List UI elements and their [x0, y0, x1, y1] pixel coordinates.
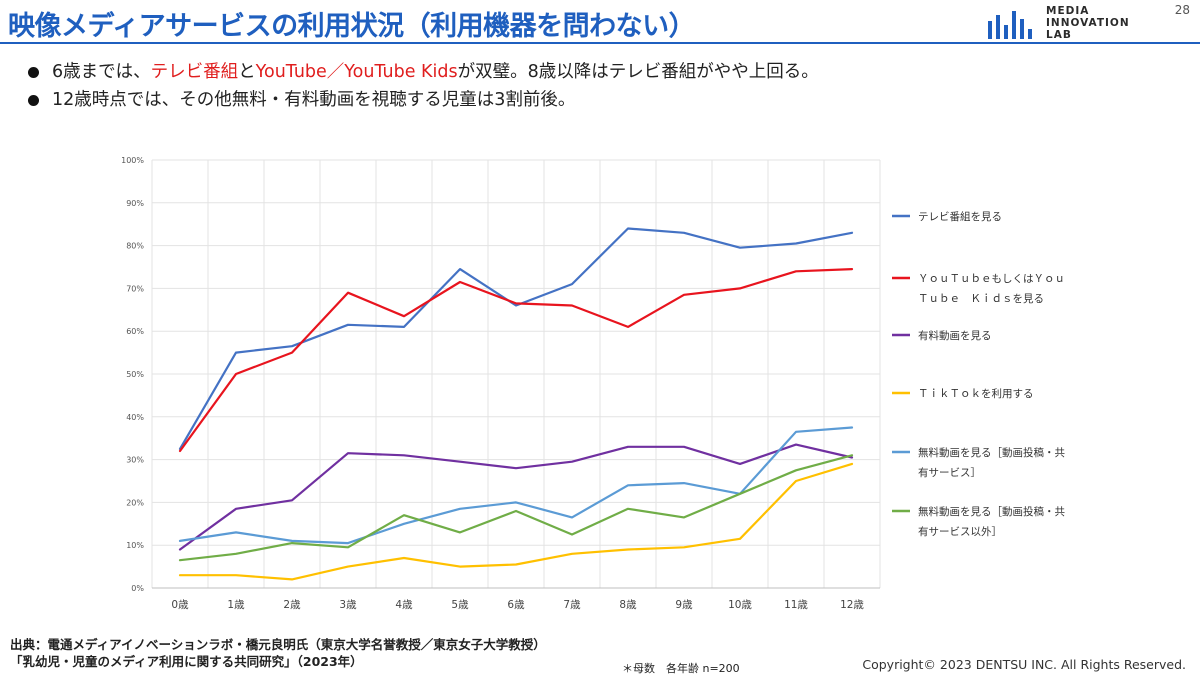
media-innovation-lab-logo: MEDIA INNOVATION LAB — [988, 3, 1148, 41]
y-tick-label: 70% — [126, 284, 144, 293]
y-tick-label: 30% — [126, 456, 144, 465]
bullet-text: と — [238, 62, 256, 82]
page-title: 映像メディアサービスの利用状況（利用機器を問わない） — [8, 11, 696, 42]
bullet-text: 6歳までは、 — [52, 62, 151, 82]
x-tick-label: 4歳 — [395, 599, 413, 611]
x-tick-label: 11歳 — [784, 599, 808, 611]
line-chart: 0% 10% 20% 30% 40% 50% 60% 70% 80% 90% 100% 0歳 1歳 2歳 3… — [112, 150, 1092, 620]
x-tick-label: 5歳 — [451, 599, 469, 611]
bullet-item: 6歳までは、テレビ番組とYouTube／YouTube Kidsが双璧。8歳以降… — [28, 58, 819, 86]
highlight-youtube: YouTube／YouTube Kids — [255, 62, 458, 82]
source-citation: 出典：電通メディアイノベーションラボ・橋元良明氏（東京大学名誉教授／東京女子大学… — [10, 636, 546, 670]
x-tick-label: 7歳 — [563, 599, 581, 611]
x-tick-label: 0歳 — [171, 599, 189, 611]
x-tick-label: 9歳 — [675, 599, 693, 611]
logo-line-lab: LAB — [1046, 29, 1072, 41]
legend-label: 有料動画を見る — [918, 329, 992, 342]
legend-label: Ｔｕｂｅ Ｋｉｄｓを見る — [918, 293, 1044, 305]
x-tick-label: 8歳 — [619, 599, 637, 611]
x-tick-label: 12歳 — [840, 599, 864, 611]
y-tick-label: 20% — [126, 498, 144, 507]
bullet-text: 12歳時点では、その他無料・有料動画を視聴する児童は3割前後。 — [52, 90, 576, 110]
series-line — [178, 462, 854, 581]
x-tick-label: 1歳 — [227, 599, 245, 611]
y-tick-label: 80% — [126, 242, 144, 251]
legend-label: 無料動画を見る［動画投稿・共 — [918, 505, 1065, 518]
series-line — [178, 227, 854, 450]
series-line — [178, 454, 854, 562]
logo-bars-icon — [988, 11, 1032, 39]
y-tick-label: 50% — [126, 370, 144, 379]
x-tick-label: 2歳 — [283, 599, 301, 611]
title-underline — [0, 42, 1200, 44]
logo-line-media: MEDIA — [1046, 5, 1090, 17]
source-line-2: 「乳幼児・児童のメディア利用に関する共同研究」（2023年） — [10, 654, 363, 669]
x-tick-label: 10歳 — [728, 599, 752, 611]
legend-label: ＹｏｕＴｕｂｅもしくはＹｏｕ — [918, 273, 1065, 285]
legend-label: テレビ番組を見る — [918, 210, 1002, 223]
highlight-tv: テレビ番組 — [150, 62, 239, 82]
bullet-item: 12歳時点では、その他無料・有料動画を視聴する児童は3割前後。 — [28, 86, 819, 114]
y-tick-label: 40% — [126, 413, 144, 422]
chart-svg: 0% 10% 20% 30% 40% 50% 60% 70% 80% 90% 100% 0歳 1歳 2歳 3… — [121, 156, 1065, 611]
legend-label: 無料動画を見る［動画投稿・共 — [918, 446, 1065, 459]
y-tick-label: 60% — [126, 327, 144, 336]
bullet-text: が双璧。8歳以降はテレビ番組がやや上回る。 — [457, 62, 819, 82]
y-tick-label: 10% — [126, 541, 144, 550]
x-tick-label: 3歳 — [339, 599, 357, 611]
x-tick-label: 6歳 — [507, 599, 525, 611]
source-line-1: 出典：電通メディアイノベーションラボ・橋元良明氏（東京大学名誉教授／東京女子大学… — [10, 637, 546, 652]
series-line — [178, 443, 854, 551]
y-tick-label: 100% — [121, 156, 144, 165]
summary-bullets: 6歳までは、テレビ番組とYouTube／YouTube Kidsが双璧。8歳以降… — [28, 58, 819, 114]
page-number: 28 — [1174, 3, 1190, 17]
y-tick-label: 0% — [131, 584, 144, 593]
legend-label: ＴｉｋＴｏｋを利用する — [918, 388, 1034, 400]
series-line — [178, 267, 854, 453]
sample-note: ＊母数 各年齢 n=200 — [622, 662, 740, 675]
copyright: Copyright© 2023 DENTSU INC. All Rights R… — [862, 657, 1186, 672]
legend-label: 有サービス］ — [918, 466, 981, 479]
logo-text: MEDIA INNOVATION LAB — [1046, 5, 1130, 41]
y-tick-label: 90% — [126, 199, 144, 208]
logo-line-innovation: INNOVATION — [1046, 17, 1130, 29]
legend-label: 有サービス以外］ — [918, 525, 1002, 538]
